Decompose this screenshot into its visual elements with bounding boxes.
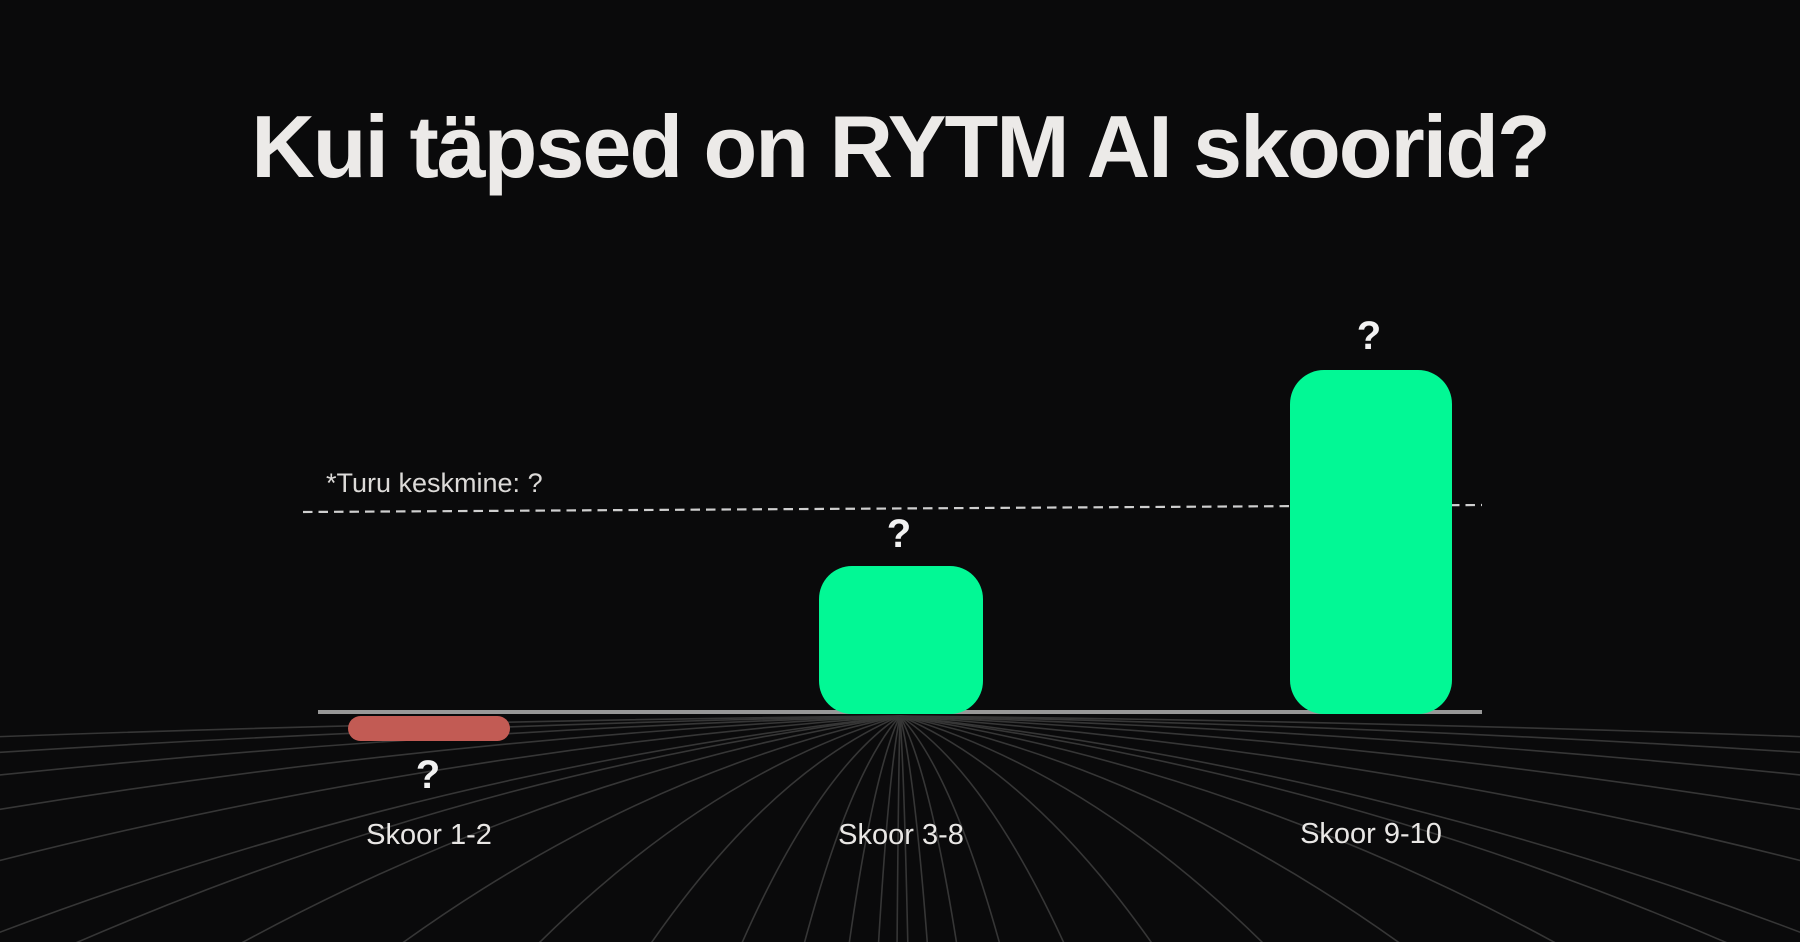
grid-ray	[899, 715, 1800, 862]
grid-ray	[899, 715, 1065, 942]
grid-ray	[899, 715, 1800, 811]
grid-ray	[899, 715, 1728, 942]
grid-ray	[803, 715, 901, 942]
grid-ray	[899, 715, 1800, 934]
grid-ray	[899, 715, 1800, 754]
grid-ray	[899, 715, 1800, 776]
grid-ray	[0, 715, 901, 811]
grid-ray	[899, 715, 1264, 942]
category-label-skoor-1-2: Skoor 1-2	[366, 819, 492, 851]
market-average-label: *Turu keskmine: ?	[326, 468, 543, 498]
bar-value-label-skoor-3-8: ?	[886, 512, 912, 556]
market-average-line	[302, 503, 1483, 514]
grid-ray	[899, 715, 929, 942]
grid-ray	[741, 715, 901, 942]
grid-ray	[899, 715, 909, 942]
grid-ray	[0, 715, 901, 934]
category-label-skoor-9-10: Skoor 9-10	[1300, 818, 1442, 850]
grid-ray	[650, 715, 901, 942]
page-title: Kui täpsed on RYTM AI skoorid?	[251, 97, 1551, 196]
bar-value-label-skoor-1-2: ?	[415, 753, 441, 797]
grid-ray	[896, 715, 901, 942]
grid-ray	[75, 715, 901, 942]
grid-ray	[899, 715, 1001, 942]
bar-skoor-1-2	[348, 716, 510, 741]
grid-ray	[241, 715, 901, 942]
grid-ray	[899, 715, 1152, 942]
grid-ray	[899, 715, 958, 942]
grid-ray	[899, 715, 1556, 942]
grid-ray	[877, 715, 901, 942]
bar-skoor-9-10	[1290, 370, 1452, 714]
category-label-skoor-3-8: Skoor 3-8	[838, 819, 964, 851]
bar-value-label-skoor-9-10: ?	[1356, 314, 1382, 358]
grid-ray	[0, 715, 901, 862]
grid-ray	[848, 715, 901, 942]
grid-ray	[402, 715, 901, 942]
bar-skoor-3-8	[819, 566, 983, 714]
grid-ray	[899, 715, 1800, 738]
grid-ray	[538, 715, 901, 942]
grid-ray	[899, 715, 1400, 942]
